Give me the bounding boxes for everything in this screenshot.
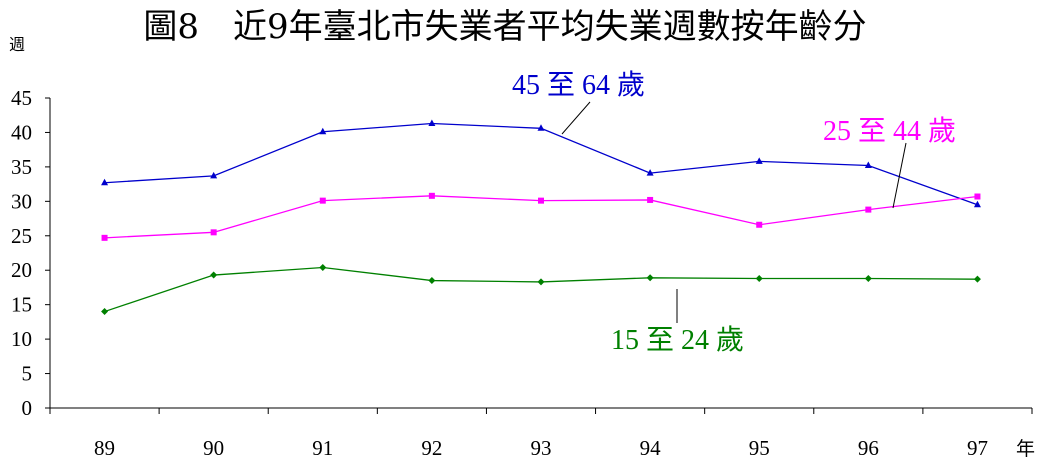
data-point <box>537 278 545 286</box>
data-point <box>646 274 654 282</box>
annotation-25-44: 25 至 44 歲 <box>823 115 956 209</box>
y-axis-unit-label: 週 <box>9 35 25 54</box>
data-point <box>646 169 654 176</box>
y-tick-label: 10 <box>11 327 32 351</box>
data-point <box>319 127 327 135</box>
axes <box>45 97 1033 414</box>
data-point <box>428 192 435 199</box>
data-point <box>428 119 436 126</box>
data-point <box>210 271 218 279</box>
data-point <box>865 206 872 213</box>
x-tick-label: 93 <box>531 436 552 460</box>
y-tick-label: 0 <box>22 396 33 420</box>
x-tick-label: 89 <box>94 436 115 460</box>
y-tick-label: 45 <box>11 86 32 110</box>
data-point <box>756 221 763 228</box>
data-point <box>101 234 108 241</box>
y-tick-label: 15 <box>11 293 32 317</box>
data-point <box>864 161 872 169</box>
series-label-45-64: 45 至 64 歲 <box>512 69 645 101</box>
data-point <box>974 193 981 200</box>
y-tick-label: 30 <box>11 189 32 213</box>
annotation-15-24: 15 至 24 歲 <box>611 289 744 356</box>
data-point <box>647 196 654 203</box>
x-tick-label: 97 <box>967 436 988 460</box>
series-0 <box>101 119 981 208</box>
x-tick-label: 91 <box>312 436 333 460</box>
x-axis-unit-label: 年 <box>1016 438 1035 460</box>
x-tick-labels: 89 90 91 92 93 94 95 96 97 <box>94 436 988 460</box>
data-point <box>319 197 326 204</box>
y-tick-label: 40 <box>11 120 32 144</box>
series-2 <box>101 263 981 316</box>
data-point <box>210 171 218 179</box>
annotation-45-64: 45 至 64 歲 <box>512 69 645 135</box>
data-point <box>973 275 981 283</box>
data-point <box>864 274 872 282</box>
x-tick-label: 94 <box>640 436 662 460</box>
series-layer <box>101 119 981 316</box>
y-tick-labels: 0 5 10 15 20 25 30 35 40 45 <box>11 86 32 420</box>
chart-title: 圖8 近9年臺北市失業者平均失業週數按年齡分 <box>143 7 866 47</box>
data-point <box>101 178 109 186</box>
data-point <box>973 200 981 208</box>
annotation-pointer-45-64 <box>561 101 591 135</box>
y-tick-label: 20 <box>11 258 32 282</box>
data-point <box>755 274 763 282</box>
series-label-15-24: 15 至 24 歲 <box>611 324 744 356</box>
data-point <box>755 157 763 164</box>
y-tick-label: 35 <box>11 155 32 179</box>
data-point <box>210 229 217 236</box>
annotation-pointer-25-44 <box>892 142 907 209</box>
data-point <box>537 124 545 131</box>
y-tick-label: 5 <box>22 362 33 386</box>
x-tick-label: 90 <box>203 436 224 460</box>
x-tick-label: 95 <box>749 436 770 460</box>
series-line <box>104 266 978 313</box>
data-point <box>101 308 109 316</box>
data-point <box>319 263 327 271</box>
data-point <box>428 277 436 285</box>
series-label-25-44: 25 至 44 歲 <box>823 115 956 147</box>
x-tick-label: 96 <box>858 436 879 460</box>
y-tick-label: 25 <box>11 224 32 248</box>
x-tick-label: 92 <box>421 436 442 460</box>
data-point <box>538 197 544 204</box>
series-1 <box>101 192 981 241</box>
